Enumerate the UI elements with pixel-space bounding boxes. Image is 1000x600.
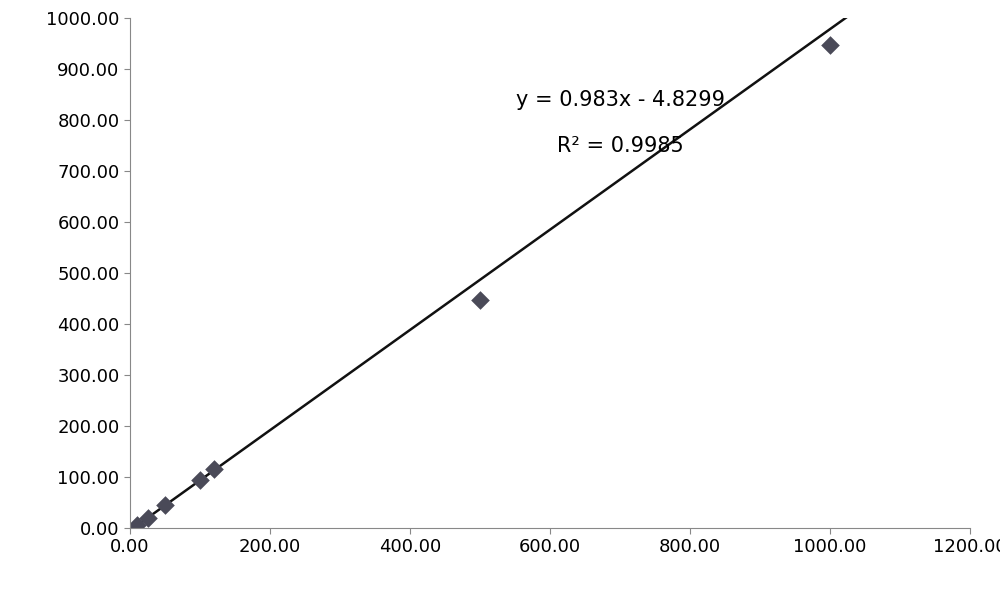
Point [157,500,173,510]
Point [206,464,222,474]
Point [139,513,156,523]
Point [822,40,838,49]
Text: y = 0.983x - 4.8299: y = 0.983x - 4.8299 [516,89,724,110]
Point [192,475,208,484]
Point [472,295,488,305]
Point [129,521,145,530]
Text: R² = 0.9985: R² = 0.9985 [557,136,683,155]
